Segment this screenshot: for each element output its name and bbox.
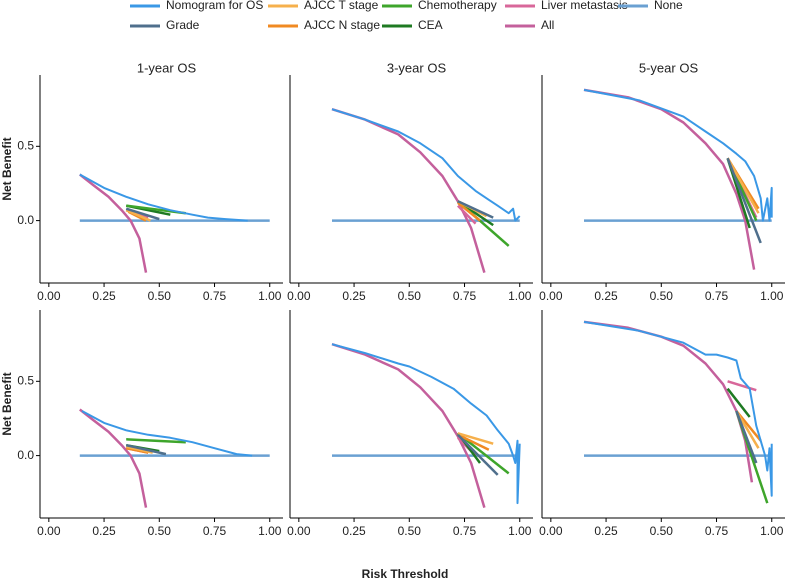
x-tick-label: 0.00 <box>539 524 563 538</box>
x-tick-label: 0.25 <box>594 289 618 303</box>
x-tick-label: 0.75 <box>203 289 227 303</box>
series-line <box>125 209 151 222</box>
series-line <box>331 343 486 508</box>
series-line <box>583 88 773 222</box>
legend-label: Grade <box>166 18 200 32</box>
series-line <box>331 108 486 273</box>
x-tick-label: 0.00 <box>37 524 61 538</box>
series-line <box>726 157 760 214</box>
x-tick-label: 0.50 <box>148 524 172 538</box>
panel-title: 5-year OS <box>639 60 699 75</box>
series-line <box>457 433 490 451</box>
series-line <box>126 438 186 444</box>
legend-label: AJCC T stage <box>304 0 379 12</box>
series-line <box>331 343 521 505</box>
series-line <box>583 320 773 497</box>
x-tick-label: 0.00 <box>539 289 563 303</box>
series-line <box>583 320 754 483</box>
series-line <box>125 445 153 454</box>
x-tick-label: 0.50 <box>398 524 422 538</box>
x-tick-label: 0.25 <box>92 289 116 303</box>
series-line <box>79 408 148 508</box>
x-tick-label: 0.50 <box>398 289 422 303</box>
legend-label: AJCC N stage <box>304 18 380 32</box>
x-tick-label: 0.25 <box>594 524 618 538</box>
x-tick-label: 1.00 <box>258 524 282 538</box>
x-tick-label: 0.50 <box>148 289 172 303</box>
x-tick-label: 0.50 <box>650 524 674 538</box>
x-tick-label: 0.75 <box>453 524 477 538</box>
series-line <box>726 387 751 418</box>
series-line <box>457 201 481 222</box>
y-tick-label: 0.5 <box>17 138 34 152</box>
legend-label: All <box>541 18 554 32</box>
x-tick-label: 0.00 <box>287 289 311 303</box>
panel-title: 3-year OS <box>387 60 447 75</box>
y-tick-label: 0.5 <box>17 373 34 387</box>
x-tick-label: 0.25 <box>342 289 366 303</box>
legend-label: CEA <box>418 18 443 32</box>
legend-label: Nomogram for OS <box>166 0 263 12</box>
x-axis-title: Risk Threshold <box>362 567 449 581</box>
x-tick-label: 0.25 <box>92 524 116 538</box>
x-tick-label: 0.75 <box>705 289 729 303</box>
legend-label: Liver metastasis <box>541 0 628 12</box>
series-line <box>457 204 477 225</box>
y-tick-label: 0.0 <box>17 213 34 227</box>
x-tick-label: 0.50 <box>650 289 674 303</box>
x-tick-label: 1.00 <box>760 289 784 303</box>
series-line <box>457 432 494 445</box>
legend-label: None <box>654 0 683 12</box>
x-tick-label: 0.75 <box>203 524 227 538</box>
series-line <box>331 108 521 222</box>
x-tick-label: 1.00 <box>760 524 784 538</box>
x-tick-label: 0.75 <box>453 289 477 303</box>
x-tick-label: 0.00 <box>287 524 311 538</box>
series-line <box>79 173 248 222</box>
series-line <box>457 200 494 219</box>
series-line <box>727 380 757 392</box>
legend-label: Chemotherapy <box>418 0 497 12</box>
y-axis-title: Net Benefit <box>0 372 14 435</box>
x-tick-label: 1.00 <box>508 289 532 303</box>
x-tick-label: 1.00 <box>258 289 282 303</box>
y-axis-title: Net Benefit <box>0 137 14 200</box>
series-line <box>125 207 160 221</box>
series-line <box>79 173 148 273</box>
y-tick-label: 0.0 <box>17 448 34 462</box>
x-tick-label: 0.25 <box>342 524 366 538</box>
x-tick-label: 0.00 <box>37 289 61 303</box>
panel-title: 1-year OS <box>137 60 197 75</box>
series-line <box>726 157 762 244</box>
x-tick-label: 0.75 <box>705 524 729 538</box>
series-line <box>125 443 167 456</box>
series-line <box>583 88 756 270</box>
x-tick-label: 1.00 <box>508 524 532 538</box>
series-line <box>81 410 253 457</box>
series-line <box>457 433 499 476</box>
series-line <box>735 410 758 464</box>
